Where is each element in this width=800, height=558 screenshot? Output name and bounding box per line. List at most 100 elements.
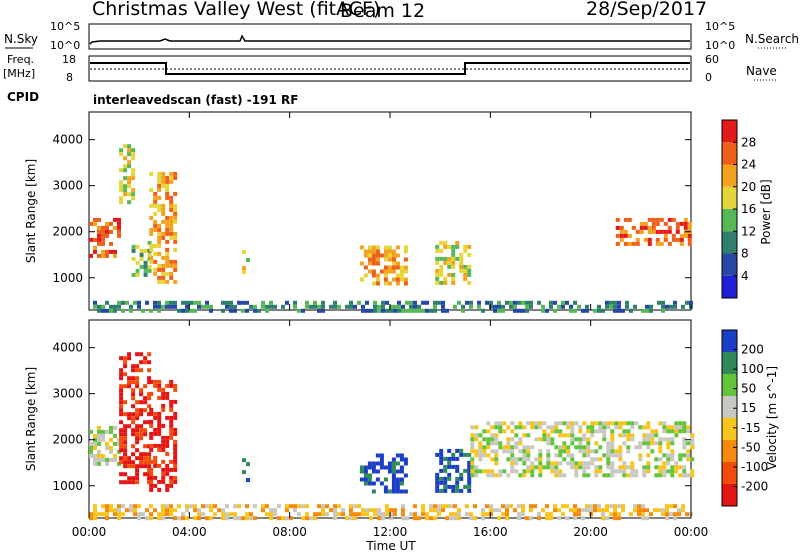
power-echo-cell [651,225,656,230]
power-echo-cell [439,272,444,277]
velocity-echo-cell [502,449,507,454]
power-echo-cell [373,308,377,313]
velocity-echo-cell [605,504,609,509]
velocity-echo-cell [157,427,162,432]
velocity-echo-cell [486,429,491,434]
velocity-echo-cell [131,364,136,369]
velocity-echo-cell [451,464,456,469]
power-echo-cell [391,277,396,282]
velocity-echo-cell [582,473,587,478]
velocity-echo-cell [371,489,376,494]
velocity-echo-cell [538,461,543,466]
velocity-echo-cell [93,516,97,521]
velocity-echo-cell [97,441,101,446]
power-echo-cell [119,184,124,189]
power-echo-cell [461,304,465,309]
velocity-echo-cell [361,508,365,513]
velocity-echo-cell [558,421,563,426]
velocity-echo-cell [598,421,603,426]
power-echo-cell [635,229,640,234]
velocity-echo-cell [213,504,217,509]
power-echo-cell [165,183,170,188]
power-echo-cell [375,253,380,258]
velocity-echo-cell [443,480,448,485]
power-echo-cell [253,304,257,309]
velocity-echo-cell [618,433,623,438]
velocity-echo-cell [497,516,501,521]
velocity-echo-cell [147,404,152,409]
velocity-echo-cell [451,484,456,489]
velocity-echo-cell [610,421,615,426]
velocity-echo-cell [241,516,245,521]
velocity-echo-cell [633,504,637,509]
velocity-echo-cell [681,504,685,509]
velocity-echo-cell [149,483,154,488]
y-tick-label: 2000 [52,433,83,447]
velocity-echo-cell [570,437,575,442]
velocity-echo-cell [363,469,368,474]
velocity-echo-cell [97,453,101,458]
velocity-echo-cell [661,508,665,513]
velocity-echo-cell [486,453,491,458]
velocity-echo-cell [470,457,475,462]
velocity-echo-cell [131,396,136,401]
y-tick-label: 1000 [52,271,83,285]
velocity-echo-cell [161,391,166,396]
power-echo-cell [513,308,517,313]
power-echo-cell [521,300,525,305]
velocity-echo-cell [129,508,133,513]
velocity-echo-cell [135,476,140,481]
velocity-echo-cell [666,469,671,474]
velocity-echo-cell [501,504,505,509]
power-echo-cell [621,308,625,313]
velocity-echo-cell [658,421,663,426]
velocity-echo-cell [602,429,607,434]
power-echo-cell [105,308,109,313]
velocity-echo-cell [566,425,571,430]
velocity-echo-cell [393,508,397,513]
velocity-echo-cell [686,429,691,434]
velocity-echo-cell [646,453,651,458]
velocity-echo-cell [421,504,425,509]
velocity-echo-cell [143,472,148,477]
velocity-echo-cell [467,472,472,477]
velocity-echo-cell [610,433,615,438]
velocity-echo-cell [669,504,673,509]
velocity-echo-cell [478,453,483,458]
velocity-echo-cell [590,429,595,434]
velocity-echo-cell [597,508,601,513]
power-echo-cell [363,253,368,258]
velocity-echo-cell [145,516,149,521]
power-echo-cell [655,241,660,246]
power-echo-cell [153,227,158,232]
power-echo-cell [667,217,672,222]
velocity-echo-cell [673,504,677,509]
power-echo-cell [173,211,178,216]
x-tick-label: 00:00 [72,525,107,539]
velocity-echo-cell [654,465,659,470]
velocity-echo-cell [521,508,525,513]
velocity-echo-cell [490,441,495,446]
power-echo-cell [381,308,385,313]
power-echo-cell [329,304,333,309]
velocity-echo-cell [169,379,174,384]
power-echo-cell [597,304,601,309]
velocity-echo-cell [474,433,479,438]
velocity-echo-cell [578,449,583,454]
velocity-echo-cell [566,453,571,458]
power-echo-cell [597,308,601,313]
power-echo-cell [585,308,589,313]
power-echo-cell [149,259,154,264]
power-echo-cell [101,253,105,258]
power-echo-cell [123,168,128,173]
velocity-echo-cell [149,411,154,416]
power-echo-cell [305,304,309,309]
power-echo-cell [161,211,166,216]
velocity-echo-cell [161,508,165,513]
velocity-echo-cell [125,508,129,513]
velocity-echo-cell [605,516,609,521]
power-echo-cell [123,176,128,181]
power-echo-cell [401,304,405,309]
velocity-echo-cell [395,461,400,466]
power-echo-cell [149,227,154,232]
